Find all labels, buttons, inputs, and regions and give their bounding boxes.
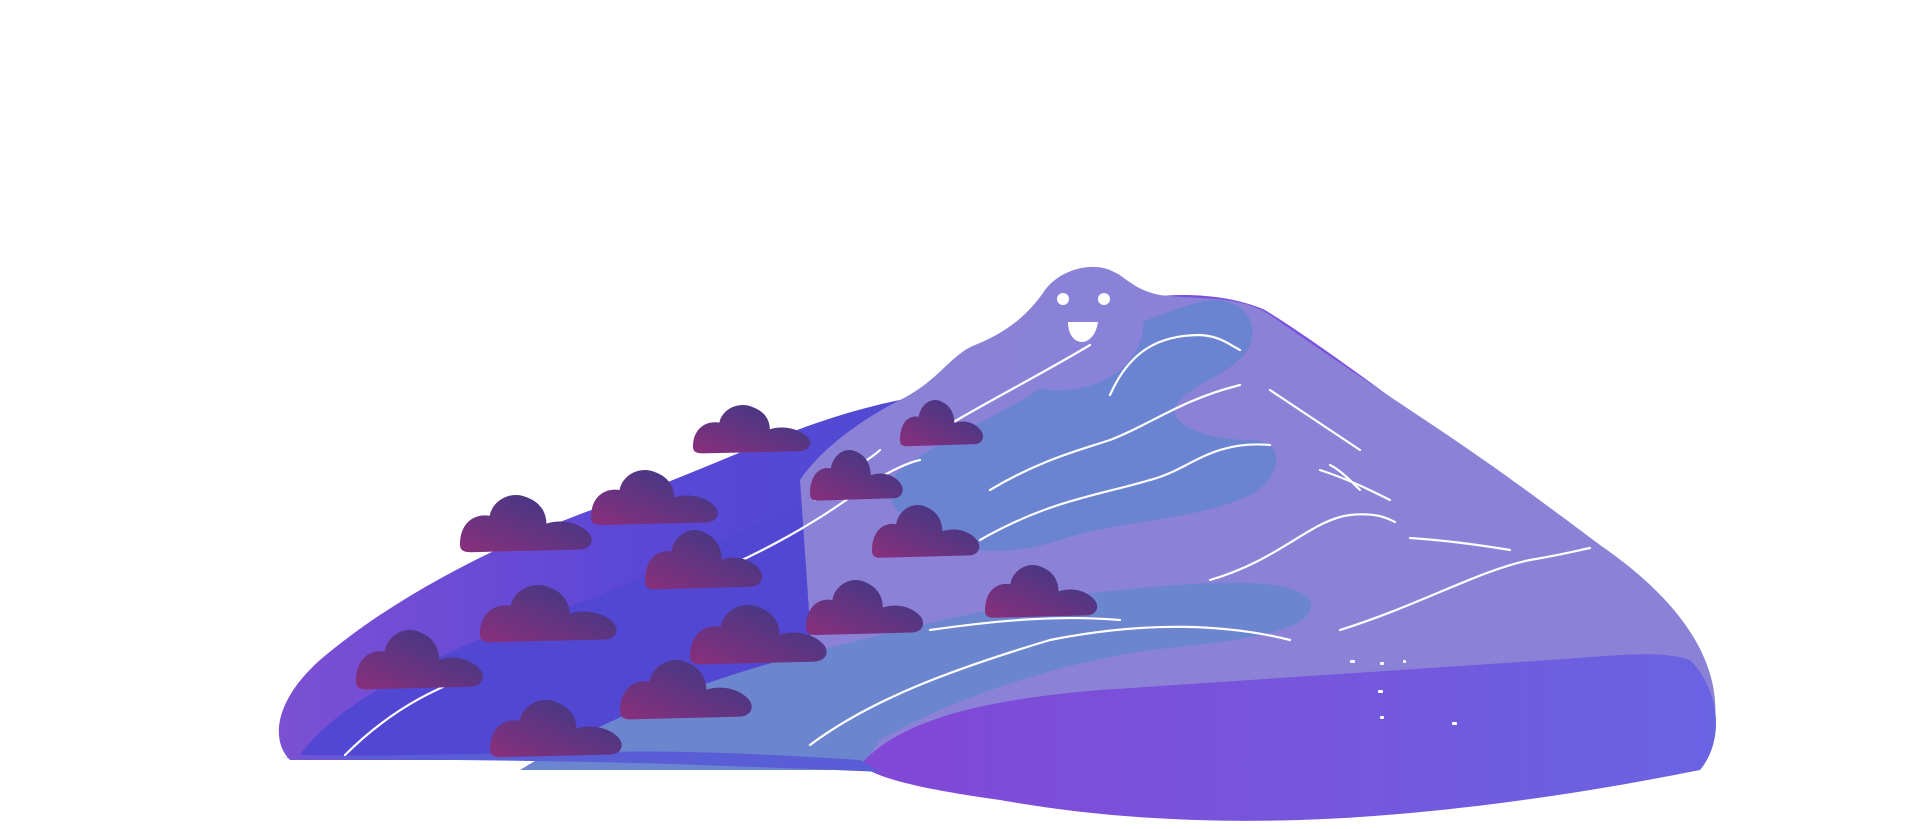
- contour-lines: [343, 333, 1592, 757]
- character-left-eye: [1057, 293, 1069, 305]
- character-mouth: [1068, 322, 1098, 342]
- foreground-left-strip: [280, 751, 880, 772]
- foreground-hill: [860, 654, 1717, 821]
- specks: [1350, 660, 1457, 725]
- character-right-eye: [1098, 293, 1110, 305]
- mountain-blue-ridge: [889, 299, 1277, 551]
